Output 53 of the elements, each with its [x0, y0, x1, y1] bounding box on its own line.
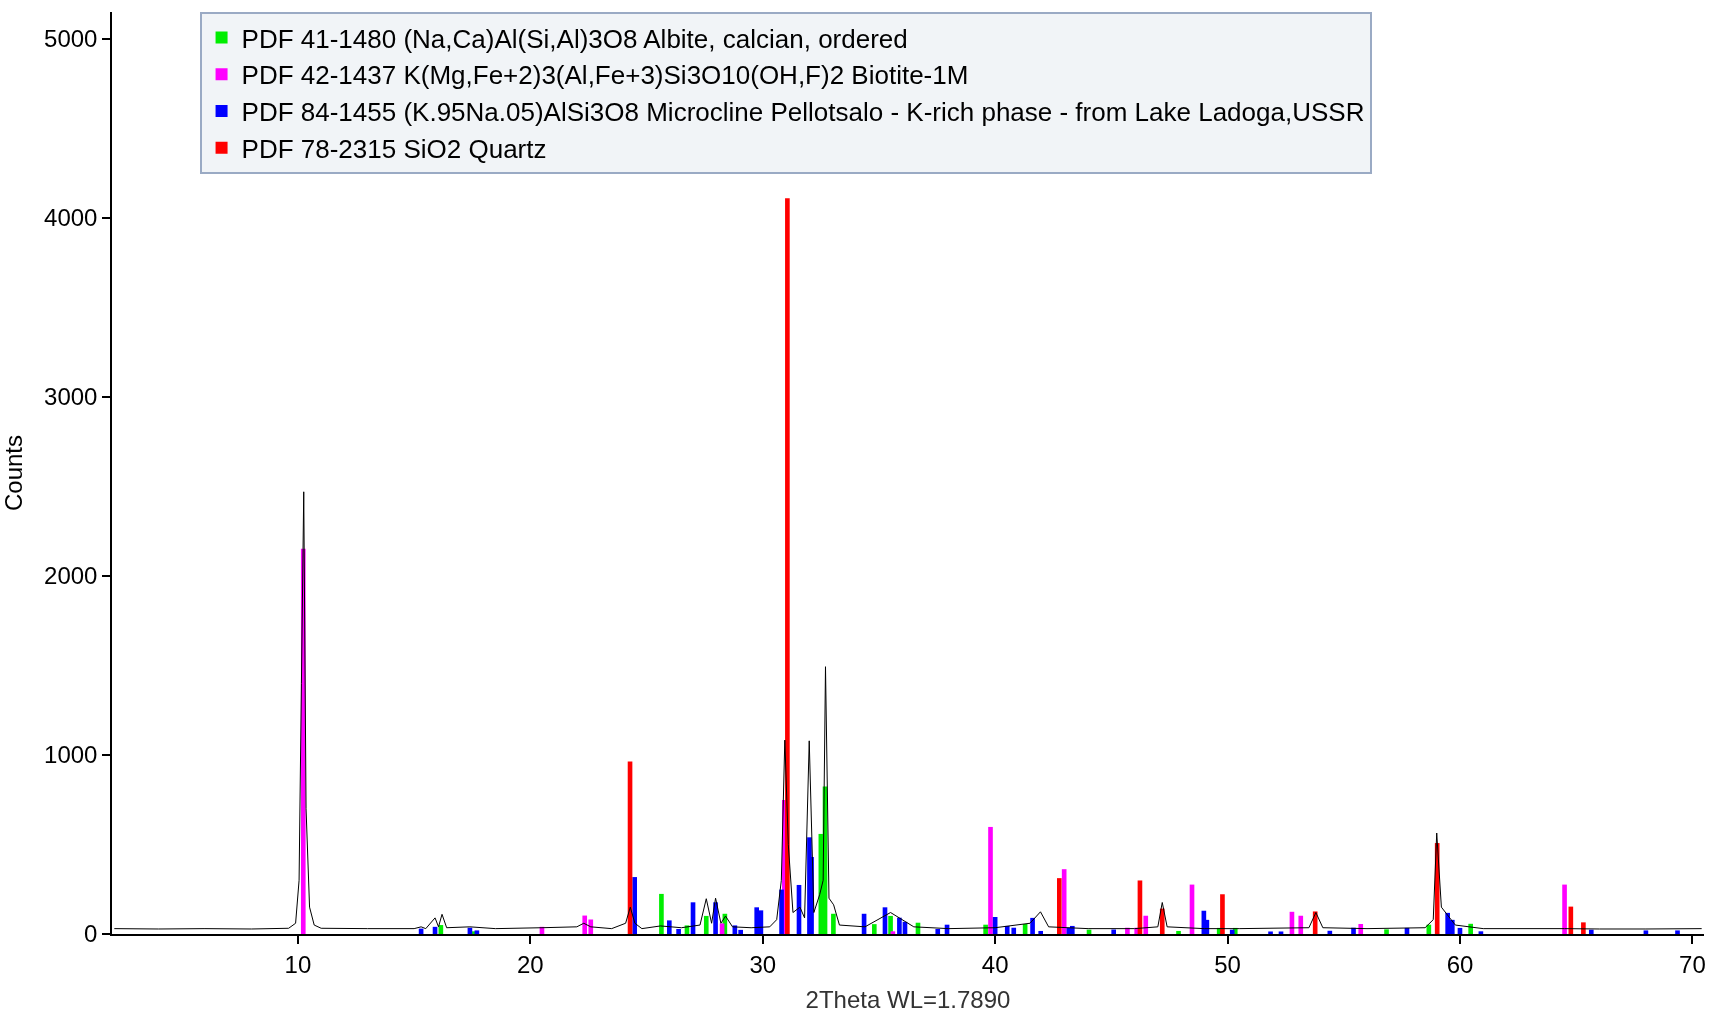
y-tick-label: 1000	[44, 741, 98, 769]
y-axis-title: Counts	[0, 434, 27, 512]
bar	[785, 198, 790, 934]
bar	[703, 915, 709, 934]
bar	[632, 877, 638, 934]
bar	[1061, 869, 1067, 934]
bar	[890, 931, 896, 934]
bar	[1056, 878, 1062, 934]
x-tick-label: 20	[516, 950, 544, 978]
bar	[1143, 915, 1149, 934]
bar	[1298, 915, 1304, 934]
bar	[935, 928, 941, 934]
bar	[1562, 884, 1567, 934]
y-tick-label: 3000	[44, 383, 98, 411]
bar	[871, 924, 877, 934]
legend-label: PDF 42-1437 K(Mg,Fe+2)3(Al,Fe+3)Si3O10(OH,F)2 Biotite-1M	[241, 60, 969, 91]
x-tick-label: 60	[1446, 950, 1474, 978]
bar	[1111, 929, 1117, 934]
bar	[474, 930, 480, 934]
bar	[831, 913, 836, 934]
bar	[1675, 930, 1680, 934]
x-tick-label: 10	[284, 950, 312, 978]
bar	[1176, 930, 1181, 934]
bar	[988, 826, 993, 934]
bar	[1384, 929, 1389, 934]
y-tick-label: 4000	[44, 204, 98, 232]
bar	[888, 915, 893, 934]
bar	[676, 928, 681, 934]
bar	[1643, 930, 1649, 934]
y-tick-label: 5000	[44, 25, 98, 53]
bar	[1278, 931, 1284, 934]
bar	[1581, 922, 1586, 934]
y-tick-label: 0	[84, 920, 98, 948]
x-tick-label: 70	[1679, 950, 1706, 978]
x-axis-title: 2Theta WL=1.7890	[805, 986, 1011, 1014]
x-tick-label: 50	[1214, 950, 1241, 978]
legend-label: PDF 84-1455 (K.95Na.05)AlSi3O8 Microcline Pellotsalo - K-rich phase - from Lake Ladoga,USSR	[241, 97, 1365, 128]
legend-label: PDF 78-2315 SiO2 Quartz	[241, 133, 547, 164]
x-tick-label: 40	[981, 950, 1009, 978]
legend-label: PDF 41-1480 (Na,Ca)Al(Si,Al)3O8 Albite, calcian, ordered	[241, 23, 908, 54]
bar	[1220, 894, 1225, 934]
bar	[1478, 931, 1484, 934]
line-series	[113, 491, 1703, 930]
bar	[754, 907, 760, 934]
bar	[779, 889, 784, 934]
bar	[1030, 917, 1035, 934]
bar	[659, 893, 664, 934]
bar	[1588, 929, 1594, 934]
bar	[1038, 930, 1044, 934]
bar	[1268, 931, 1273, 934]
x-tick-label: 30	[749, 950, 777, 978]
bar	[666, 920, 672, 934]
y-tick-label: 2000	[44, 562, 98, 590]
